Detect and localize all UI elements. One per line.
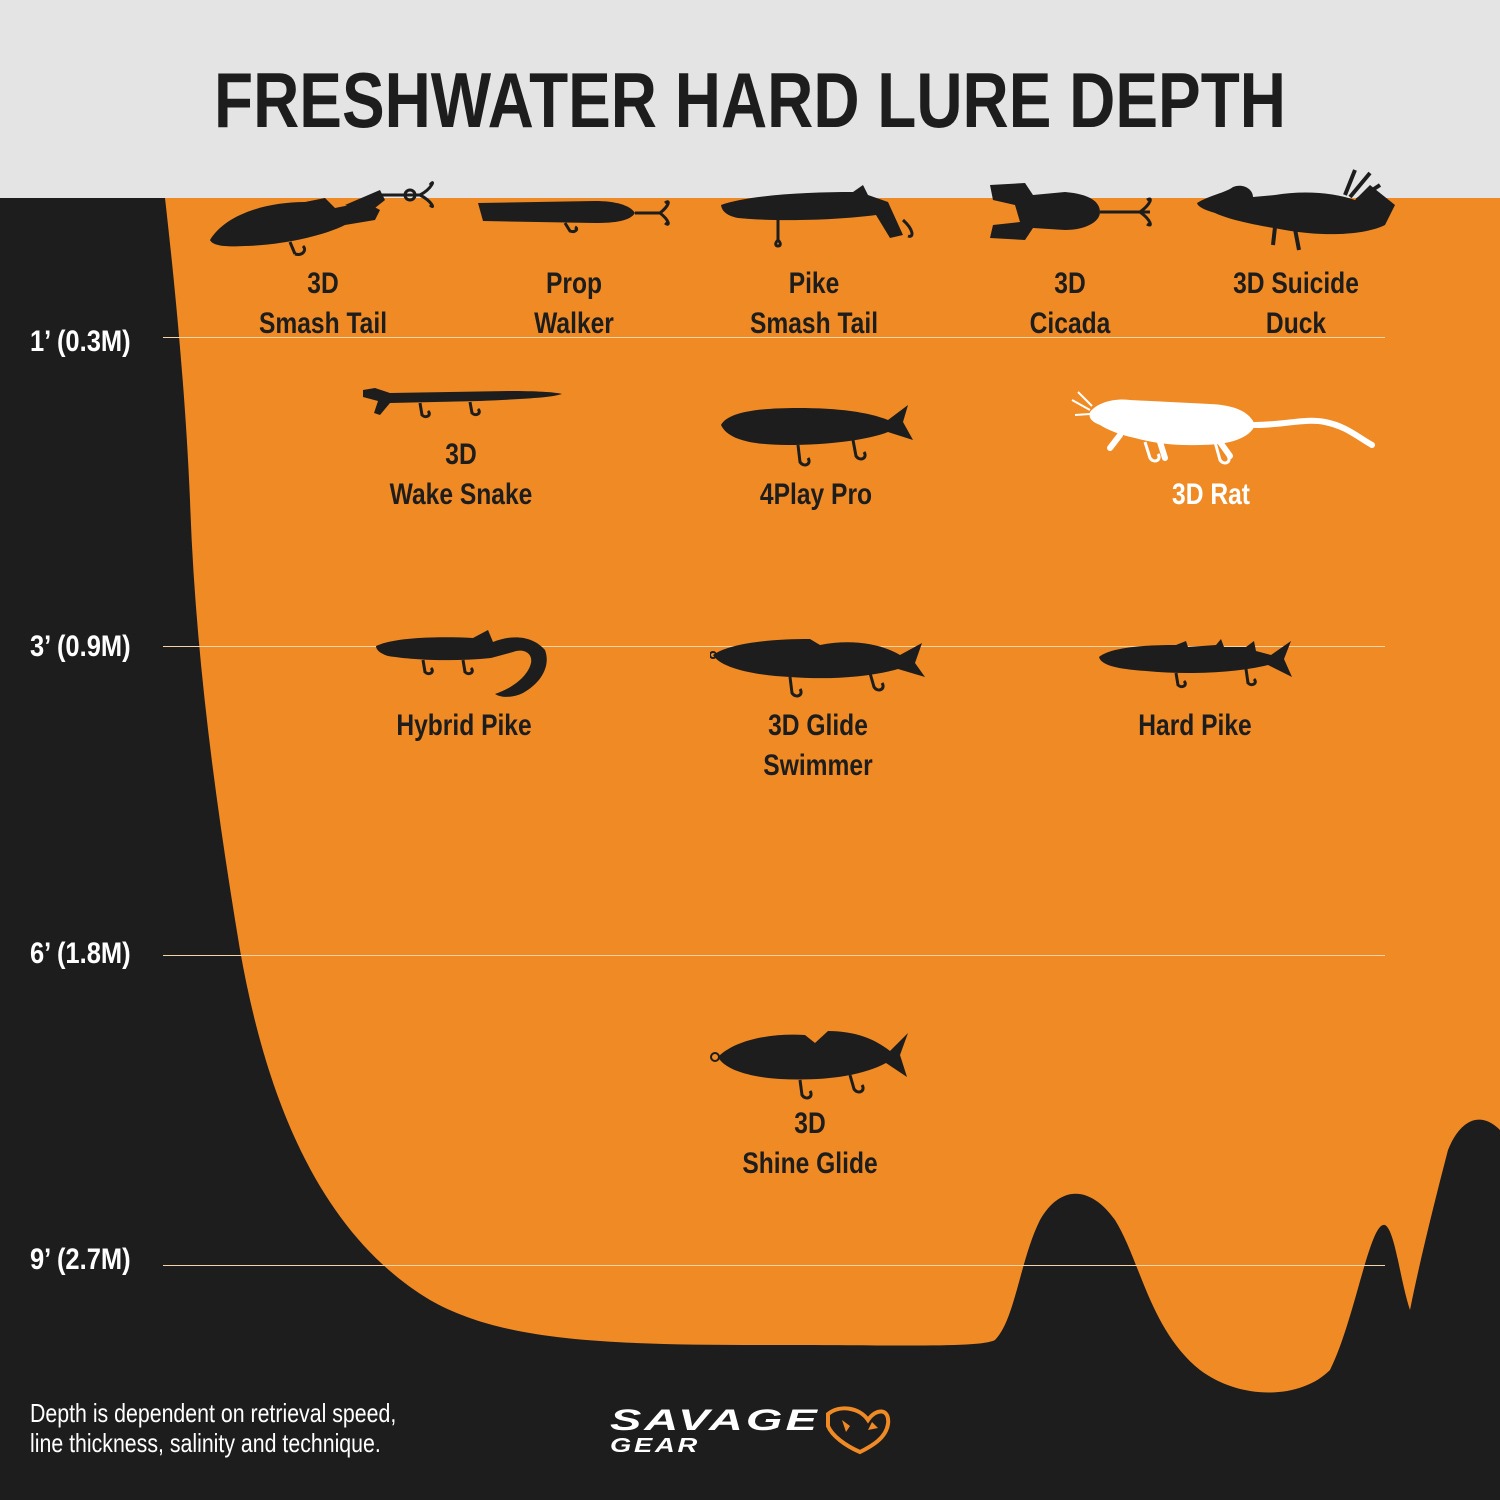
- wake-snake-icon: [363, 388, 562, 419]
- header-band: [0, 0, 1500, 198]
- glide-swimmer-icon: [710, 639, 925, 698]
- water-body-shape: [165, 198, 1500, 1393]
- duck-icon: [1197, 169, 1395, 251]
- shine-glide-icon: [710, 1031, 908, 1100]
- depth-line-6ft: [163, 955, 1385, 956]
- lure-label-3d-cicada: 3D Cicada: [1029, 267, 1111, 340]
- smash-tail-icon: [210, 181, 434, 256]
- cicada-icon: [990, 183, 1152, 240]
- pike-smash-tail-icon: [721, 185, 914, 248]
- lure-label-3d-shine-glide: 3D Shine Glide: [742, 1107, 878, 1180]
- brand-name: SAVAGE: [610, 1404, 820, 1437]
- depth-label-9ft: 9’ (2.7M): [30, 1243, 131, 1276]
- depth-footnote: Depth is dependent on retrieval speed, li…: [30, 1398, 397, 1458]
- lure-label-hard-pike: Hard Pike: [1138, 709, 1252, 742]
- fourplay-pro-icon: [721, 405, 913, 467]
- page-title: FRESHWATER HARD LURE DEPTH: [214, 56, 1286, 144]
- lure-label-3d-glide-swimmer: 3D Glide Swimmer: [763, 709, 873, 782]
- lure-label-4play-pro: 4Play Pro: [759, 478, 873, 511]
- lure-label-pike-smash-tail: Pike Smash Tail: [749, 267, 879, 340]
- depth-label-1ft: 1’ (0.3M): [30, 325, 131, 358]
- lure-label-3d-wake-snake: 3D Wake Snake: [389, 438, 533, 511]
- brand-emblem: [826, 1406, 891, 1455]
- hybrid-pike-icon: [376, 630, 547, 697]
- lure-label-hybrid-pike: Hybrid Pike: [396, 709, 532, 742]
- depth-label-3ft: 3’ (0.9M): [30, 630, 131, 663]
- brand-subname: GEAR: [610, 1435, 700, 1457]
- hard-pike-icon: [1099, 639, 1292, 689]
- brand-emblem-detail: [842, 1420, 878, 1432]
- prop-walker-icon: [478, 200, 670, 233]
- depth-label-6ft: 6’ (1.8M): [30, 937, 131, 970]
- rat-icon: [1071, 391, 1375, 465]
- depth-line-1ft: [163, 337, 1385, 338]
- depth-line-9ft: [163, 1265, 1385, 1266]
- lure-label-3d-rat: 3D Rat: [1172, 478, 1250, 511]
- savage-gear-logo-icon: SAVAGE GEAR: [610, 1404, 891, 1457]
- lure-label-3d-smash-tail: 3D Smash Tail: [258, 267, 388, 340]
- lure-label-3d-suicide-duck: 3D Suicide Duck: [1233, 267, 1359, 340]
- lure-label-prop-walker: Prop Walker: [534, 267, 614, 340]
